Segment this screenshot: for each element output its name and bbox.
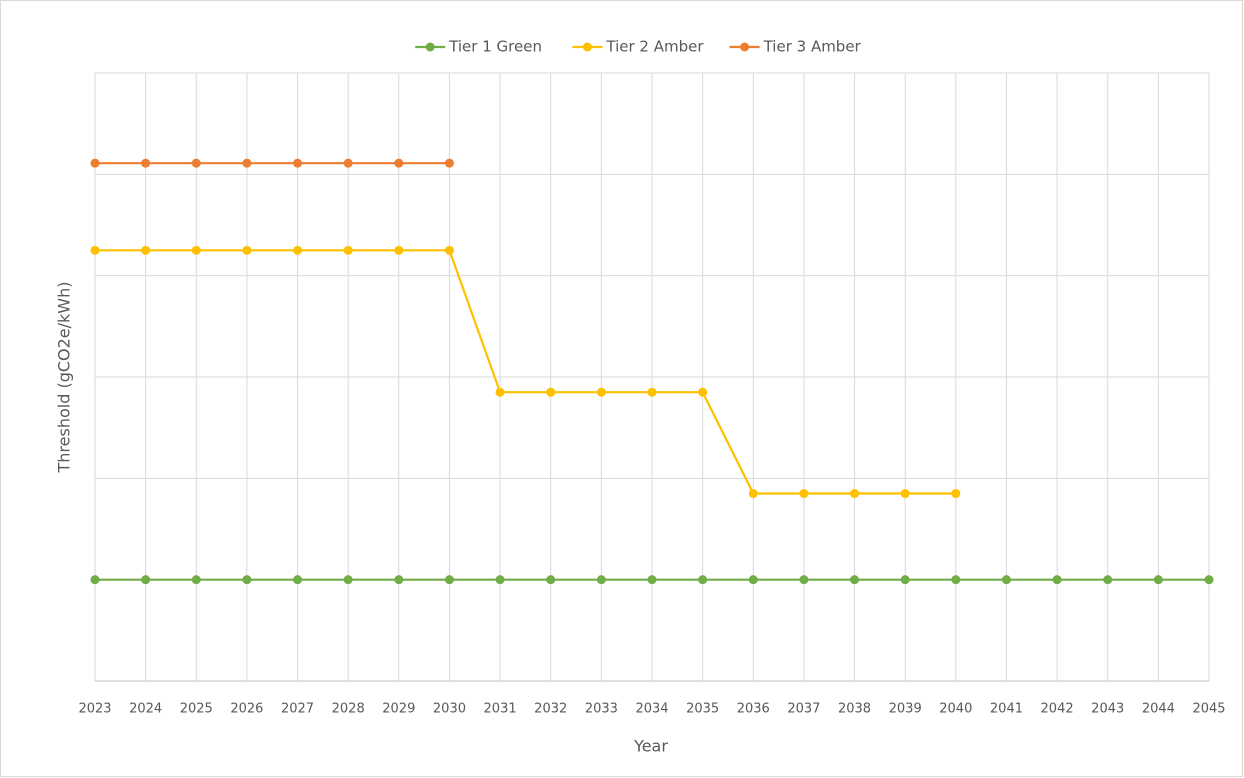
x-tick-label: 2025 bbox=[180, 702, 213, 717]
data-point bbox=[900, 489, 910, 499]
legend-marker bbox=[425, 42, 435, 52]
x-tick-label: 2027 bbox=[281, 702, 314, 717]
data-point bbox=[546, 387, 556, 397]
series-line bbox=[95, 249, 956, 495]
data-point bbox=[850, 575, 860, 585]
x-tick-label: 2036 bbox=[737, 702, 770, 717]
x-tick-label: 2024 bbox=[129, 702, 162, 717]
data-point bbox=[343, 575, 353, 585]
x-tick-label: 2023 bbox=[78, 702, 111, 717]
legend-label: Tier 1 Green bbox=[448, 38, 542, 56]
data-point bbox=[1103, 575, 1113, 585]
data-point bbox=[900, 575, 910, 585]
data-point bbox=[748, 489, 758, 499]
x-tick-label: 2026 bbox=[230, 702, 263, 717]
data-point bbox=[1001, 575, 1011, 585]
legend-marker bbox=[740, 42, 750, 52]
y-axis-label: Threshold (gCO2e/kWh) bbox=[55, 282, 74, 474]
data-point bbox=[343, 245, 353, 255]
legend-label: Tier 3 Amber bbox=[763, 38, 862, 56]
data-point bbox=[495, 387, 505, 397]
data-point bbox=[748, 575, 758, 585]
data-point bbox=[444, 245, 454, 255]
data-point bbox=[596, 575, 606, 585]
data-point bbox=[647, 575, 657, 585]
data-point bbox=[242, 245, 252, 255]
x-tick-label: 2040 bbox=[939, 702, 972, 717]
data-point bbox=[141, 575, 151, 585]
data-point bbox=[293, 158, 303, 168]
x-tick-label: 2031 bbox=[484, 702, 517, 717]
x-tick-label: 2037 bbox=[787, 702, 820, 717]
data-point bbox=[90, 575, 100, 585]
data-point bbox=[596, 387, 606, 397]
x-tick-label: 2045 bbox=[1192, 702, 1225, 717]
data-point bbox=[293, 245, 303, 255]
x-tick-label: 2035 bbox=[686, 702, 719, 717]
data-point bbox=[191, 575, 201, 585]
legend-marker bbox=[582, 42, 592, 52]
x-tick-label: 2033 bbox=[585, 702, 618, 717]
data-point bbox=[1153, 575, 1163, 585]
x-tick-label: 2043 bbox=[1091, 702, 1124, 717]
data-point bbox=[1204, 575, 1214, 585]
x-tick-label: 2038 bbox=[838, 702, 871, 717]
x-tick-label: 2044 bbox=[1142, 702, 1175, 717]
data-point bbox=[698, 575, 708, 585]
data-point bbox=[293, 575, 303, 585]
data-point bbox=[394, 575, 404, 585]
data-point bbox=[141, 158, 151, 168]
data-point bbox=[394, 158, 404, 168]
data-point bbox=[799, 575, 809, 585]
data-point bbox=[647, 387, 657, 397]
data-point bbox=[850, 489, 860, 499]
data-point bbox=[1052, 575, 1062, 585]
data-point bbox=[141, 245, 151, 255]
x-tick-label: 2041 bbox=[990, 702, 1023, 717]
data-point bbox=[444, 158, 454, 168]
data-point bbox=[799, 489, 809, 499]
data-point bbox=[546, 575, 556, 585]
data-point bbox=[242, 158, 252, 168]
x-axis-label: Year bbox=[633, 737, 668, 756]
data-point bbox=[444, 575, 454, 585]
data-point bbox=[951, 575, 961, 585]
data-point bbox=[343, 158, 353, 168]
data-point bbox=[191, 245, 201, 255]
x-tick-label: 2029 bbox=[382, 702, 415, 717]
x-tick-label: 2030 bbox=[433, 702, 466, 717]
data-point bbox=[951, 489, 961, 499]
x-tick-label: 2034 bbox=[635, 702, 668, 717]
x-tick-label: 2032 bbox=[534, 702, 567, 717]
data-point bbox=[698, 387, 708, 397]
data-point bbox=[90, 245, 100, 255]
legend-label: Tier 2 Amber bbox=[605, 38, 704, 56]
data-point bbox=[394, 245, 404, 255]
x-tick-label: 2039 bbox=[889, 702, 922, 717]
data-point bbox=[90, 158, 100, 168]
data-point bbox=[495, 575, 505, 585]
x-tick-label: 2028 bbox=[332, 702, 365, 717]
data-point bbox=[191, 158, 201, 168]
data-point bbox=[242, 575, 252, 585]
x-tick-label: 2042 bbox=[1041, 702, 1074, 717]
